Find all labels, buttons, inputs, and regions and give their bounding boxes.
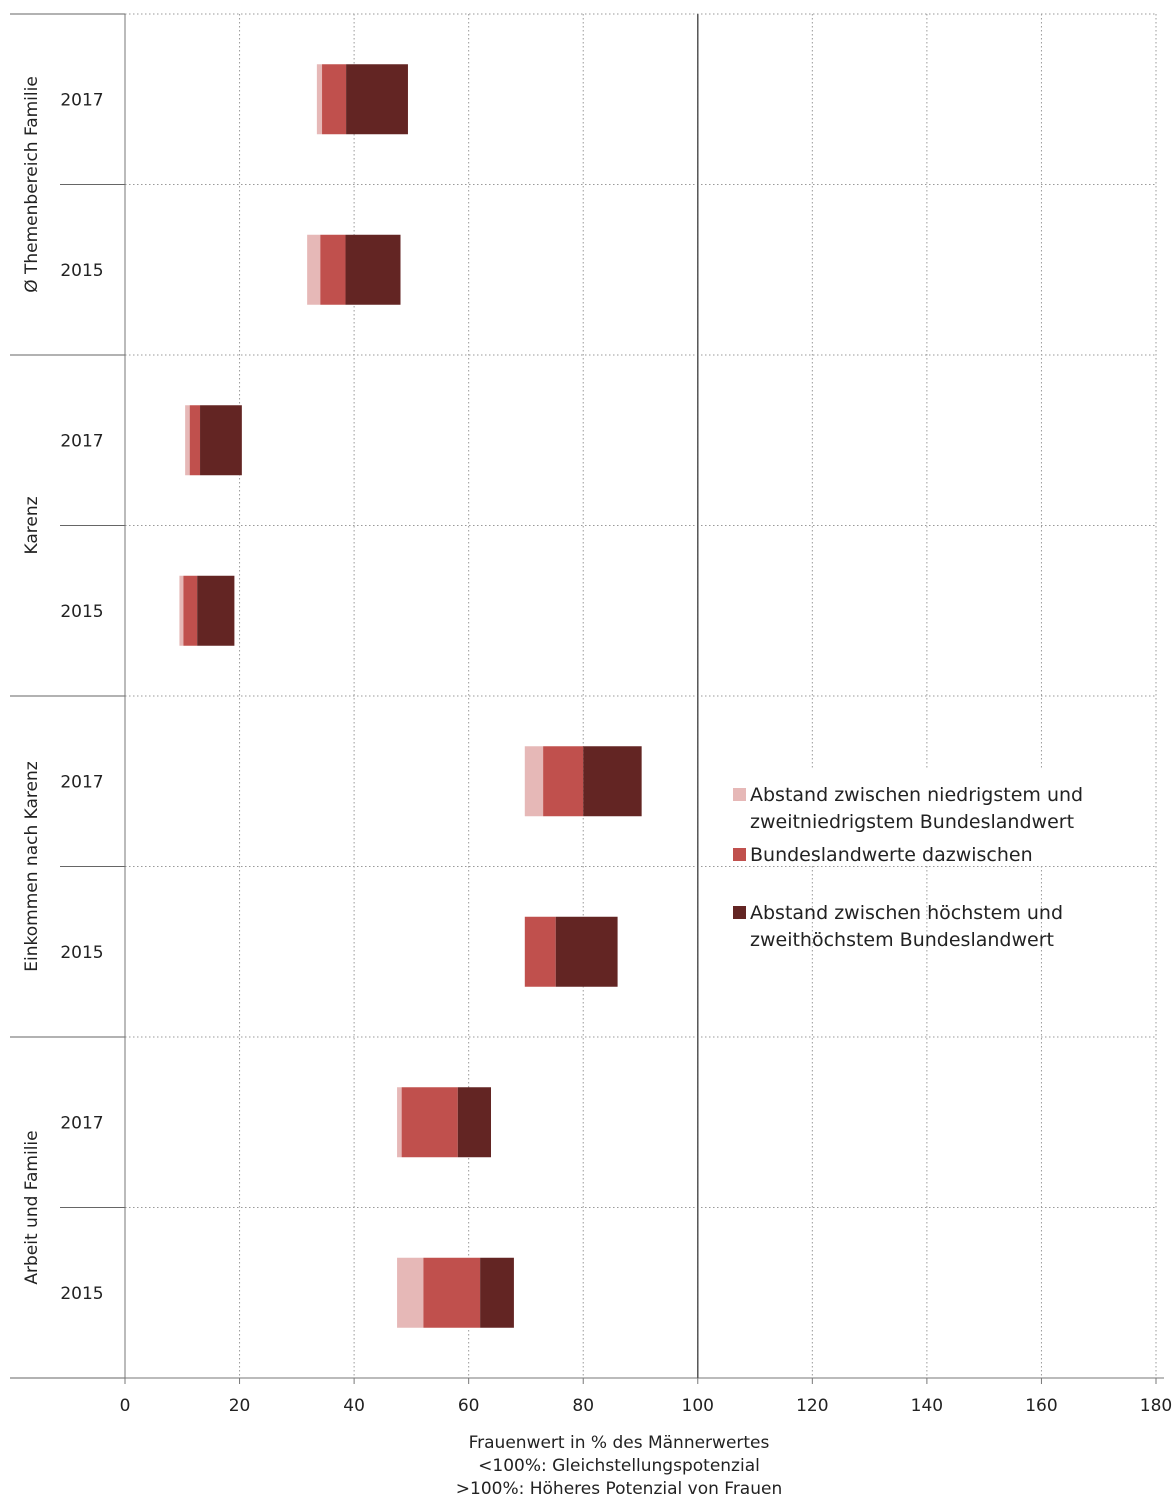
x-axis-label: >100%: Höheres Potenzial von Frauen xyxy=(456,1479,782,1499)
bar-segment xyxy=(555,916,618,987)
group-label: Einkommen nach Karenz xyxy=(22,761,42,971)
x-tick-label: 140 xyxy=(911,1396,943,1416)
grid-lines xyxy=(125,13,1157,1378)
x-tick-label: 160 xyxy=(1025,1396,1057,1416)
year-label: 2015 xyxy=(60,261,103,281)
legend-swatch xyxy=(733,906,746,919)
x-tick-label: 40 xyxy=(343,1396,365,1416)
bar-segment xyxy=(179,575,184,646)
bar-segment xyxy=(307,234,321,305)
bar-segment xyxy=(345,234,401,305)
legend-label: zweitniedrigstem Bundeslandwert xyxy=(750,811,1074,833)
bar-segment xyxy=(316,64,323,135)
bar-segment xyxy=(423,1257,481,1328)
x-tick-label: 100 xyxy=(682,1396,714,1416)
year-label: 2017 xyxy=(60,431,103,451)
year-label: 2015 xyxy=(60,602,103,622)
year-label: 2017 xyxy=(60,90,103,110)
legend-label: zweithöchstem Bundeslandwert xyxy=(750,929,1054,951)
bar-segment xyxy=(397,1087,402,1158)
bar-segment xyxy=(401,1087,458,1158)
x-tick-label: 20 xyxy=(229,1396,251,1416)
x-tick-label: 0 xyxy=(120,1396,131,1416)
group-label: Arbeit und Familie xyxy=(22,1130,42,1284)
bar-segment xyxy=(189,405,201,476)
group-label: Ø Themenbereich Familie xyxy=(22,76,42,293)
legend-swatch xyxy=(733,788,746,801)
legend-swatch xyxy=(733,848,746,861)
group-label: Karenz xyxy=(22,496,42,554)
bar-segment xyxy=(183,575,198,646)
x-tick-label: 180 xyxy=(1140,1396,1172,1416)
bar-segment xyxy=(346,64,408,135)
x-tick-label: 120 xyxy=(796,1396,828,1416)
year-label: 2017 xyxy=(60,772,103,792)
x-axis-label: Frauenwert in % des Männerwertes xyxy=(469,1433,770,1453)
x-axis-label: <100%: Gleichstellungspotenzial xyxy=(478,1456,760,1476)
bar-segment xyxy=(543,746,584,817)
year-label: 2015 xyxy=(60,943,103,963)
year-label: 2015 xyxy=(60,1284,103,1304)
bar-segment xyxy=(322,64,347,135)
legend-label: Abstand zwischen niedrigstem und xyxy=(750,784,1083,806)
legend: Abstand zwischen niedrigstem und zweitnie… xyxy=(720,768,1126,951)
bar-segment xyxy=(583,746,642,817)
bar-segment xyxy=(524,916,556,987)
legend-background xyxy=(720,768,1126,866)
bars xyxy=(179,64,642,1328)
bar-segment xyxy=(397,1257,424,1328)
x-tick-label: 80 xyxy=(572,1396,594,1416)
legend-label: Abstand zwischen höchstem und xyxy=(750,902,1063,924)
bar-segment xyxy=(480,1257,514,1328)
labels: 2017 2015 Ø Themenbereich Familie 2017 2015 K… xyxy=(22,76,1172,1499)
legend-label: Bundeslandwerte dazwischen xyxy=(750,844,1033,866)
year-label: 2017 xyxy=(60,1113,103,1133)
bar-segment xyxy=(524,746,544,817)
bar-segment xyxy=(320,234,346,305)
bar-segment xyxy=(200,405,242,476)
bar-segment xyxy=(197,575,235,646)
x-tick-label: 60 xyxy=(458,1396,480,1416)
bar-segment xyxy=(457,1087,492,1158)
bar-segment xyxy=(185,405,190,476)
axes xyxy=(10,13,1164,1384)
